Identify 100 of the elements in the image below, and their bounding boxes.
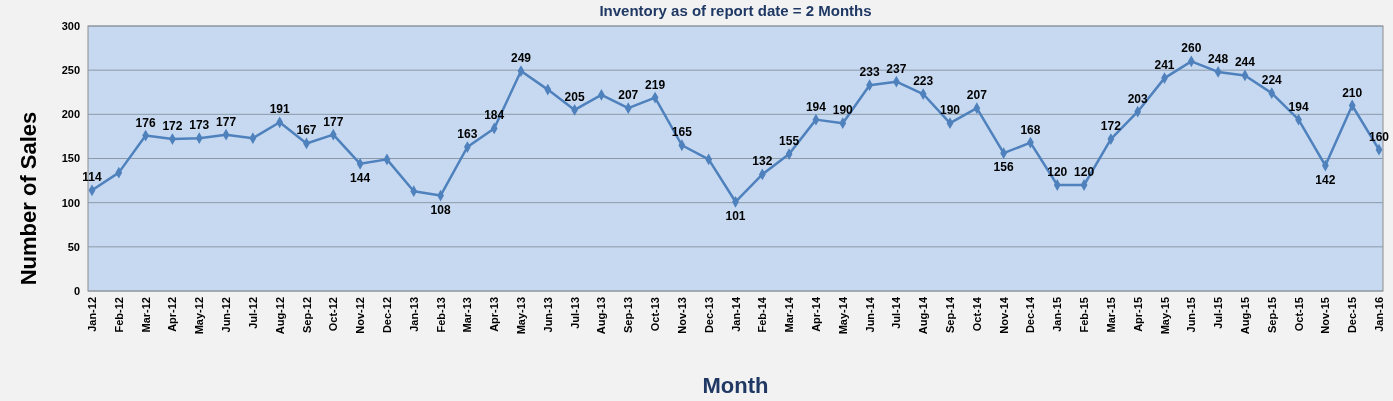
- data-label: 190: [832, 103, 854, 118]
- x-tick-label: Jan-12: [86, 297, 98, 332]
- x-tick-label: Dec-15: [1346, 297, 1359, 334]
- data-label: 207: [966, 88, 988, 103]
- data-label: 248: [1208, 51, 1229, 66]
- data-label: 203: [1127, 91, 1149, 106]
- x-tick-label: Apr-15: [1131, 297, 1144, 332]
- x-tick-label: Dec-14: [1024, 296, 1037, 334]
- x-tick-label: Mar-15: [1104, 297, 1117, 333]
- x-tick-label: Feb-12: [112, 297, 125, 333]
- data-label: 120: [1047, 165, 1068, 179]
- data-label: 241: [1154, 58, 1175, 73]
- x-tick-label: Mar-12: [139, 297, 152, 333]
- data-label: 194: [1288, 99, 1309, 114]
- data-label: 205: [564, 89, 585, 104]
- x-tick-label: Nov-14: [997, 296, 1010, 334]
- y-tick-label: 250: [61, 64, 80, 77]
- data-label: 224: [1261, 73, 1283, 88]
- x-tick-label: Oct-12: [327, 297, 340, 332]
- data-label: 260: [1181, 41, 1202, 56]
- data-label: 237: [886, 61, 907, 76]
- x-tick-label: Aug-12: [273, 297, 286, 335]
- x-tick-label: Jan-16: [1373, 297, 1385, 332]
- data-label: 177: [323, 114, 344, 129]
- x-tick-label: Aug-14: [917, 296, 930, 335]
- data-label: 210: [1342, 85, 1363, 100]
- data-label: 132: [752, 154, 773, 169]
- x-tick-label: Feb-15: [1078, 297, 1091, 333]
- x-tick-label: Oct-13: [649, 297, 662, 332]
- data-label: 173: [189, 118, 210, 133]
- x-tick-label: May-15: [1158, 297, 1171, 335]
- x-tick-label: Sep-15: [1265, 297, 1278, 334]
- data-label: 168: [1020, 122, 1041, 137]
- x-tick-label: Jan-13: [407, 297, 420, 332]
- y-tick-label: 200: [61, 108, 80, 121]
- data-label: 194: [805, 99, 827, 114]
- x-tick-label: Dec-12: [380, 297, 393, 334]
- data-label: 114: [82, 170, 103, 185]
- data-label: 120: [1074, 165, 1095, 179]
- x-tick-label: Nov-15: [1319, 297, 1332, 334]
- x-tick-label: Jun-14: [863, 296, 876, 333]
- x-tick-label: Mar-13: [461, 297, 474, 333]
- data-label: 172: [1100, 119, 1122, 134]
- x-tick-label: Jun-13: [541, 297, 554, 333]
- data-label: 144: [350, 170, 371, 185]
- x-tick-label: Oct-14: [970, 296, 983, 332]
- data-label: 244: [1234, 55, 1256, 70]
- x-tick-label: Feb-14: [756, 296, 769, 333]
- x-tick-label: Apr-13: [488, 297, 501, 332]
- data-label: 172: [162, 119, 183, 134]
- data-label: 191: [269, 102, 291, 117]
- x-tick-label: Aug-15: [1238, 297, 1251, 335]
- x-tick-label: Jul-12: [246, 297, 259, 329]
- y-tick-label: 300: [61, 19, 80, 32]
- data-label: 190: [939, 103, 961, 118]
- x-tick-label: Apr-14: [809, 296, 822, 332]
- x-tick-label: Jun-12: [220, 297, 233, 333]
- data-label: 249: [510, 51, 532, 66]
- chart-title: Inventory as of report date = 2 Months: [599, 2, 872, 19]
- x-tick-label: Jun-15: [1185, 297, 1198, 333]
- y-tick-label: 50: [67, 240, 80, 253]
- x-tick-label: May-12: [193, 297, 206, 335]
- data-label: 101: [725, 208, 746, 223]
- x-tick-label: Jul-15: [1212, 297, 1225, 329]
- data-label: 163: [457, 127, 478, 142]
- data-label: 155: [779, 134, 800, 149]
- x-tick-label: Mar-14: [783, 296, 796, 333]
- y-tick-label: 0: [73, 284, 80, 297]
- y-tick-label: 100: [61, 196, 80, 209]
- x-axis-title: Month: [702, 373, 769, 398]
- x-tick-label: Jul-13: [568, 297, 581, 329]
- data-label: 160: [1368, 129, 1390, 144]
- x-tick-label: May-14: [836, 296, 849, 335]
- x-tick-label: Sep-12: [300, 297, 313, 334]
- x-tick-label: Oct-15: [1292, 297, 1305, 332]
- x-tick-label: Aug-13: [595, 297, 608, 335]
- x-tick-label: Jan-15: [1051, 297, 1064, 332]
- x-tick-label: Nov-12: [354, 297, 367, 334]
- data-label: 207: [618, 88, 639, 103]
- data-label: 156: [993, 160, 1014, 175]
- x-tick-label: Feb-13: [434, 297, 447, 333]
- data-label: 223: [913, 74, 934, 89]
- data-label: 184: [484, 108, 505, 123]
- data-label: 142: [1315, 172, 1336, 187]
- x-tick-label: Apr-12: [166, 297, 179, 332]
- y-tick-label: 150: [61, 152, 80, 165]
- data-label: 177: [216, 114, 237, 129]
- data-label: 233: [859, 65, 880, 80]
- x-tick-label: Sep-14: [944, 296, 956, 334]
- data-label: 167: [296, 123, 317, 138]
- data-label: 176: [135, 115, 156, 130]
- y-axis-title: Number of Sales: [16, 111, 41, 286]
- x-tick-label: Nov-13: [675, 297, 688, 334]
- x-tick-label: Jul-14: [890, 296, 903, 329]
- x-tick-label: Jan-14: [729, 296, 742, 332]
- data-label: 219: [645, 77, 666, 92]
- data-label: 165: [671, 125, 693, 140]
- data-label: 108: [430, 202, 451, 217]
- x-tick-label: Sep-13: [622, 297, 635, 334]
- x-tick-label: May-13: [515, 297, 527, 335]
